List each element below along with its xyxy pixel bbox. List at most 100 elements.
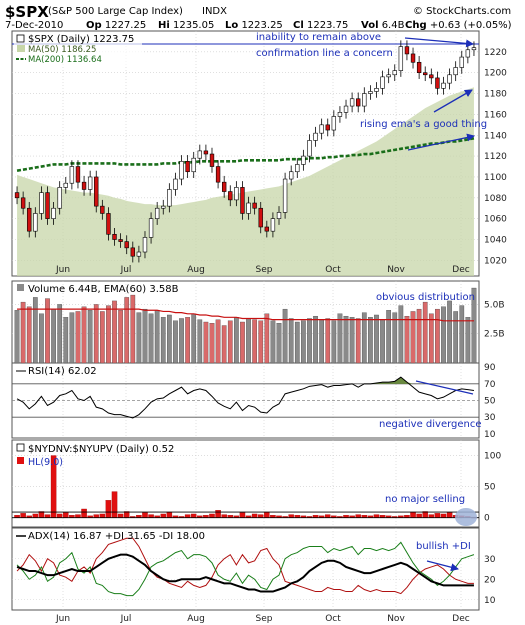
axes-labels: Jun Jun Jul Jul Aug Aug Sep Sep Oct Oct Nov Nov Dec D… <box>55 48 507 624</box>
price-legend-text: $SPX (Daily) 1223.75 <box>28 34 134 45</box>
annotation-distribution: obvious distribution <box>376 292 475 303</box>
volume-bar <box>51 308 56 364</box>
price-y-tick: 1140 <box>484 131 507 141</box>
candle-body <box>69 166 75 184</box>
quote-close: Cl 1223.75 <box>293 20 348 31</box>
breadth-bar <box>105 500 112 518</box>
candle-body <box>289 171 294 180</box>
candle-body <box>154 207 160 219</box>
price-panel <box>12 40 479 276</box>
breadth-y-tick: 50 <box>484 483 496 493</box>
close-value: 1223.75 <box>306 20 349 31</box>
candle-body <box>179 161 184 180</box>
breadth-bar <box>117 513 124 518</box>
volume-bar <box>118 310 123 364</box>
volume-bar <box>130 294 136 364</box>
volume-bar <box>386 310 392 364</box>
volume-bar <box>264 313 270 364</box>
hl-legend-swatch <box>17 457 24 464</box>
volume-bar <box>294 321 300 364</box>
breadth-bar <box>221 514 227 518</box>
x-tick-label-bottom: Aug <box>187 614 205 624</box>
x-tick-label-bottom: Dec <box>452 614 469 624</box>
volume-bar <box>422 301 428 364</box>
volume-bar <box>246 318 251 364</box>
volume-bar <box>337 313 343 364</box>
breadth-bar <box>440 513 447 518</box>
volume-bar <box>106 305 111 364</box>
breadth-bar <box>20 513 26 518</box>
volume-bar <box>173 320 178 364</box>
candle-body <box>459 56 464 68</box>
candle-body <box>185 161 190 173</box>
adx-y-tick: 20 <box>484 575 496 585</box>
candle-body <box>349 98 355 107</box>
quote-high: Hi 1235.05 <box>158 20 214 31</box>
breadth-legend-swatch <box>16 443 25 452</box>
candle-body <box>447 74 452 84</box>
volume-bar <box>215 319 221 364</box>
price-y-tick: 1180 <box>484 90 507 100</box>
volume-bar <box>69 312 75 364</box>
breadth-bar <box>81 508 87 518</box>
volume-bar <box>39 313 44 364</box>
candle-body <box>282 178 288 213</box>
annotation-inability: inability to remain above <box>256 32 381 43</box>
volume-bar <box>160 317 166 364</box>
volume-bar <box>185 317 190 364</box>
candle-body <box>313 132 318 141</box>
x-tick-label-bottom: Jul <box>120 614 132 624</box>
breadth-bar <box>56 513 63 518</box>
low-label: Lo <box>225 20 239 31</box>
open-value: 1227.25 <box>104 20 147 31</box>
volume-bar <box>32 297 38 364</box>
candle-body <box>234 187 239 201</box>
candle-body <box>161 205 166 209</box>
breadth-bar <box>428 514 435 518</box>
candle-body <box>398 46 404 71</box>
breadth-bar <box>215 510 221 518</box>
volume-bar <box>361 312 367 364</box>
volume-bar <box>301 320 306 364</box>
rsi-y-tick: 90 <box>484 363 496 373</box>
candle-body <box>118 239 123 242</box>
candle-body <box>270 218 276 232</box>
x-tick-label-bottom: Oct <box>325 614 341 624</box>
breadth-bar <box>93 514 99 518</box>
volume-legend-swatch <box>17 284 24 291</box>
x-tick-label: Jun <box>55 265 70 275</box>
annotation-divergence: negative divergence <box>379 419 482 430</box>
candle-body <box>221 181 227 192</box>
high-value: 1235.05 <box>172 20 215 31</box>
breadth-bar <box>148 514 154 518</box>
candle-body <box>191 157 196 173</box>
rsi-y-tick: 30 <box>484 413 496 423</box>
candle-body <box>75 166 81 183</box>
x-tick-label-bottom: Jun <box>55 614 70 624</box>
breadth-bar <box>239 512 246 518</box>
candle-body <box>106 213 111 235</box>
adx-y-tick: 10 <box>484 596 496 606</box>
candle-body <box>94 176 99 207</box>
breadth-legend: $NYDNV:$NYUPV (Daily) 0.52 HL(9.0) <box>16 443 174 468</box>
volume-bar <box>453 311 459 364</box>
breadth-bar <box>257 514 264 518</box>
candle-body <box>112 233 117 240</box>
candle-body <box>87 176 93 190</box>
volume-y-tick: 2.5B <box>484 330 505 340</box>
annotation-bullish-di: bullish +DI <box>416 541 471 552</box>
volume-ema-line <box>17 308 474 322</box>
candle-body <box>39 192 44 214</box>
volume-bar <box>392 312 398 364</box>
volume-bar <box>435 308 440 364</box>
candle-body <box>337 112 343 117</box>
price-y-tick: 1060 <box>484 215 507 225</box>
candle-body <box>63 182 68 188</box>
volume-bar <box>288 318 294 364</box>
breadth-bar <box>190 513 197 518</box>
volume-bar <box>240 321 245 364</box>
candle-body <box>404 46 410 55</box>
volume-bar <box>197 319 203 364</box>
hl-legend-text: HL(9.0) <box>28 457 63 468</box>
